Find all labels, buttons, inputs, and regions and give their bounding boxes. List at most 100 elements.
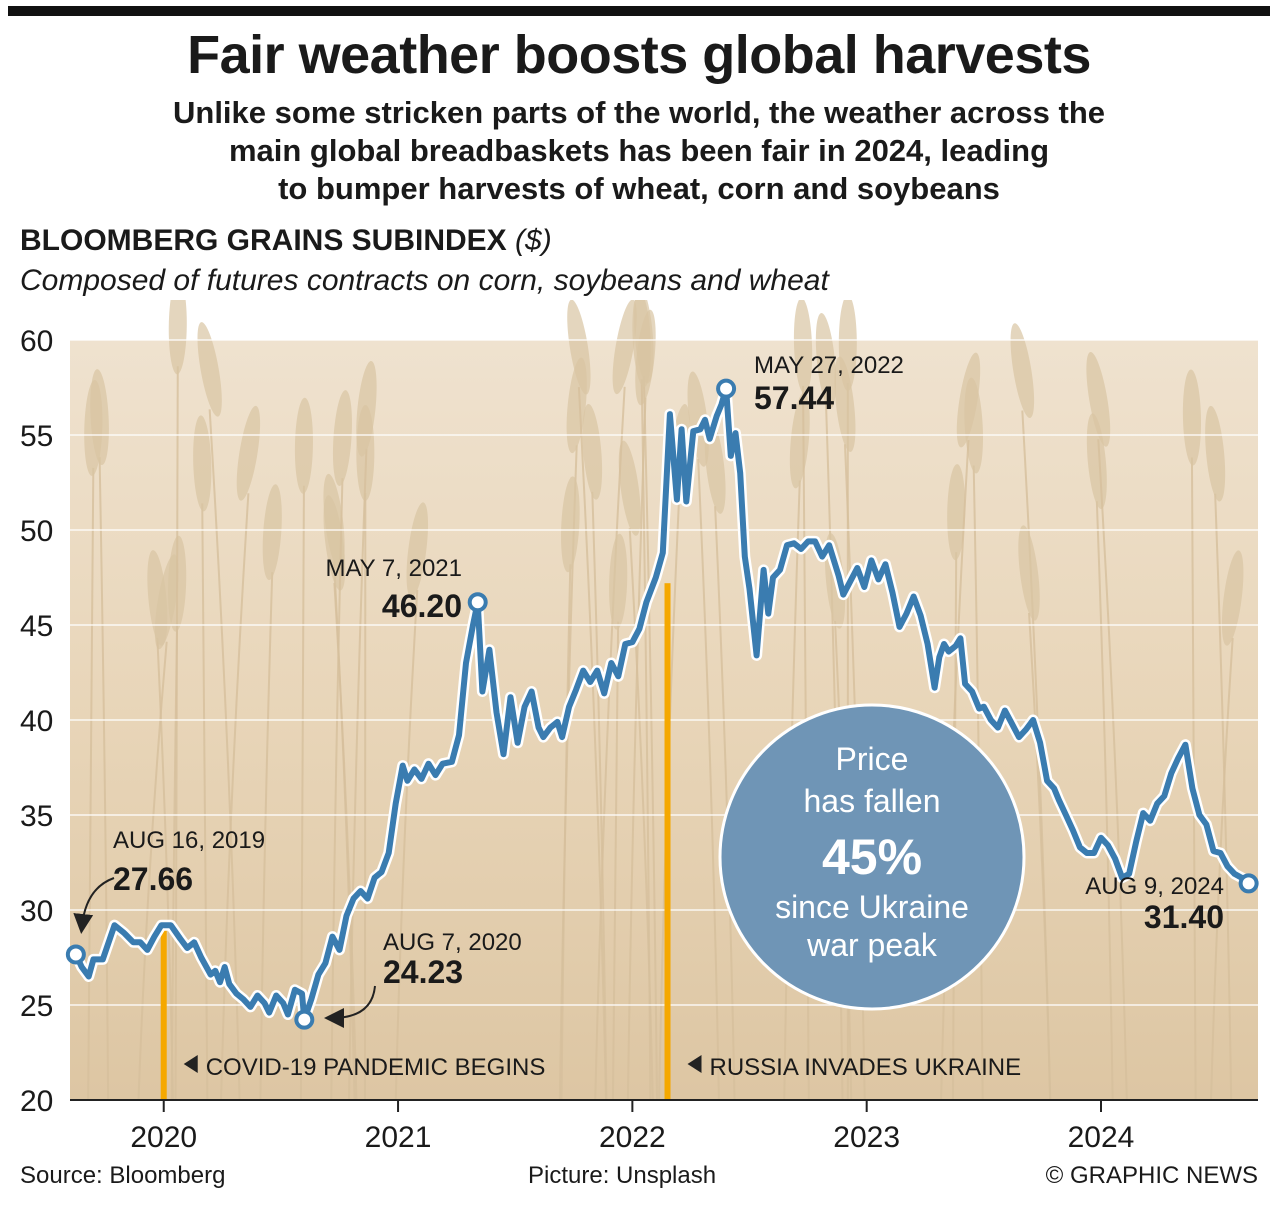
y-tick-label: 30: [20, 895, 53, 928]
line-chart: COVID-19 PANDEMIC BEGINS RUSSIA INVADES U…: [20, 300, 1259, 1154]
wheat-stalk: [560, 564, 572, 1101]
annotation-value: 24.23: [383, 954, 463, 990]
wheat-stalk: [626, 397, 647, 1101]
callout-text: Price: [836, 741, 909, 777]
y-tick-label: 55: [20, 420, 53, 453]
index-unit: ($): [515, 224, 552, 257]
wheat-stalk: [259, 572, 274, 1101]
index-title: BLOOMBERG GRAINS SUBINDEX ($): [20, 224, 552, 258]
y-tick-label: 35: [20, 800, 53, 833]
wheat-ear: [1086, 351, 1111, 447]
event-pointer-icon: [687, 1055, 702, 1073]
top-rule: [8, 6, 1270, 16]
wheat-ear: [406, 502, 429, 598]
wheat-stalk: [156, 637, 175, 1101]
annotation-arrow: [73, 877, 115, 934]
event-label: COVID-19 PANDEMIC BEGINS: [206, 1054, 546, 1081]
wheat-ear: [567, 300, 591, 395]
annotation-date: AUG 9, 2024: [1085, 873, 1224, 900]
annotation-marker: [65, 944, 86, 965]
event-pointer-icon: [183, 1055, 198, 1073]
chart-subtitle: Unlike some stricken parts of the world,…: [0, 94, 1278, 208]
source-note: Source: Bloomberg: [20, 1162, 226, 1189]
y-tick-label: 45: [20, 610, 53, 643]
wheat-ear: [834, 356, 856, 452]
annotation-date: MAY 27, 2022: [754, 352, 904, 379]
wheat-ear: [1018, 525, 1040, 621]
annotation-marker: [467, 592, 488, 613]
wheat-stalk: [1097, 439, 1128, 1101]
wheat-stalk: [577, 387, 608, 1101]
wheat-stalk: [1214, 493, 1233, 1101]
annotation-value: 46.20: [382, 588, 462, 624]
wheat-stalk: [611, 621, 620, 1101]
wheat-ear: [956, 352, 981, 448]
callout-text: war peak: [806, 927, 938, 963]
wheat-ear: [582, 403, 603, 500]
wheat-stalk: [594, 386, 626, 1101]
wheat-stalk: [640, 379, 652, 1101]
wheat-stalk: [98, 457, 110, 1101]
callout-text: has fallen: [804, 783, 941, 819]
wheat-ear: [262, 484, 282, 581]
callout-text: 45%: [822, 829, 922, 885]
wheat-ear: [236, 405, 261, 501]
subtitle-line: to bumper harvests of wheat, corn and so…: [278, 171, 1000, 206]
annotation-marker: [716, 378, 737, 399]
callout-bubble: [718, 703, 1026, 1011]
y-tick-label: 20: [20, 1085, 53, 1118]
wheat-stalk: [394, 589, 419, 1101]
x-tick-label: 2020: [130, 1121, 197, 1154]
wheat-ear: [793, 300, 813, 394]
event-bar: [664, 583, 671, 1100]
wheat-ear: [147, 550, 168, 646]
wheat-ear: [168, 300, 187, 375]
wheat-stalk: [1028, 612, 1052, 1101]
wheat-ear: [332, 390, 352, 486]
chart-title: Fair weather boosts global harvests: [187, 25, 1091, 85]
wheat-stalk: [137, 641, 168, 1101]
wheat-ear: [294, 397, 313, 494]
wheat-ear: [687, 371, 709, 467]
wheat-ear: [197, 322, 222, 417]
wheat-ear: [815, 313, 837, 409]
wheat-stalk: [1210, 637, 1234, 1101]
wheat-ear: [356, 361, 377, 457]
wheat-stalk: [642, 375, 659, 1101]
y-tick-label: 40: [20, 705, 53, 738]
y-tick-label: 50: [20, 515, 53, 548]
wheat-stalk: [174, 366, 179, 1101]
wheat-ear: [609, 533, 628, 630]
annotation-value: 57.44: [754, 380, 834, 416]
publisher-credit: © GRAPHIC NEWS: [1045, 1162, 1258, 1189]
wheat-stalk: [591, 491, 608, 1101]
wheat-ear: [84, 379, 103, 476]
wheat-stalk: [208, 409, 241, 1101]
annotation-date: AUG 7, 2020: [383, 929, 522, 956]
index-name: BLOOMBERG GRAINS SUBINDEX: [20, 224, 507, 257]
wheat-stalk: [87, 467, 95, 1101]
wheat-ear: [193, 415, 212, 512]
wheat-ear: [1182, 369, 1202, 466]
annotation-arrow: [324, 985, 376, 1028]
wheat-stalk: [347, 448, 368, 1101]
annotation-marker: [294, 1009, 315, 1030]
event-label: RUSSIA INVADES UKRAINE: [710, 1054, 1022, 1081]
x-tick-label: 2021: [365, 1121, 432, 1154]
annotation-marker: [1238, 873, 1259, 894]
wheat-stalk: [201, 503, 209, 1101]
wheat-stalk: [697, 459, 720, 1101]
annotation-date: AUG 16, 2019: [113, 827, 265, 854]
wheat-ear: [1221, 550, 1244, 646]
index-subtitle: Composed of futures contracts on corn, s…: [20, 264, 829, 297]
x-tick-label: 2023: [833, 1121, 900, 1154]
y-tick-label: 60: [20, 325, 53, 358]
wheat-stalk: [1095, 501, 1114, 1101]
wheat-ear: [618, 440, 641, 536]
x-tick-label: 2024: [1068, 1121, 1135, 1154]
subtitle-line: main global breadbaskets has been fair i…: [228, 133, 1050, 168]
annotation-value: 31.40: [1144, 899, 1224, 935]
wheat-stalk: [714, 506, 736, 1101]
picture-credit: Picture: Unsplash: [528, 1162, 717, 1189]
subtitle-line: Unlike some stricken parts of the world,…: [173, 95, 1105, 130]
